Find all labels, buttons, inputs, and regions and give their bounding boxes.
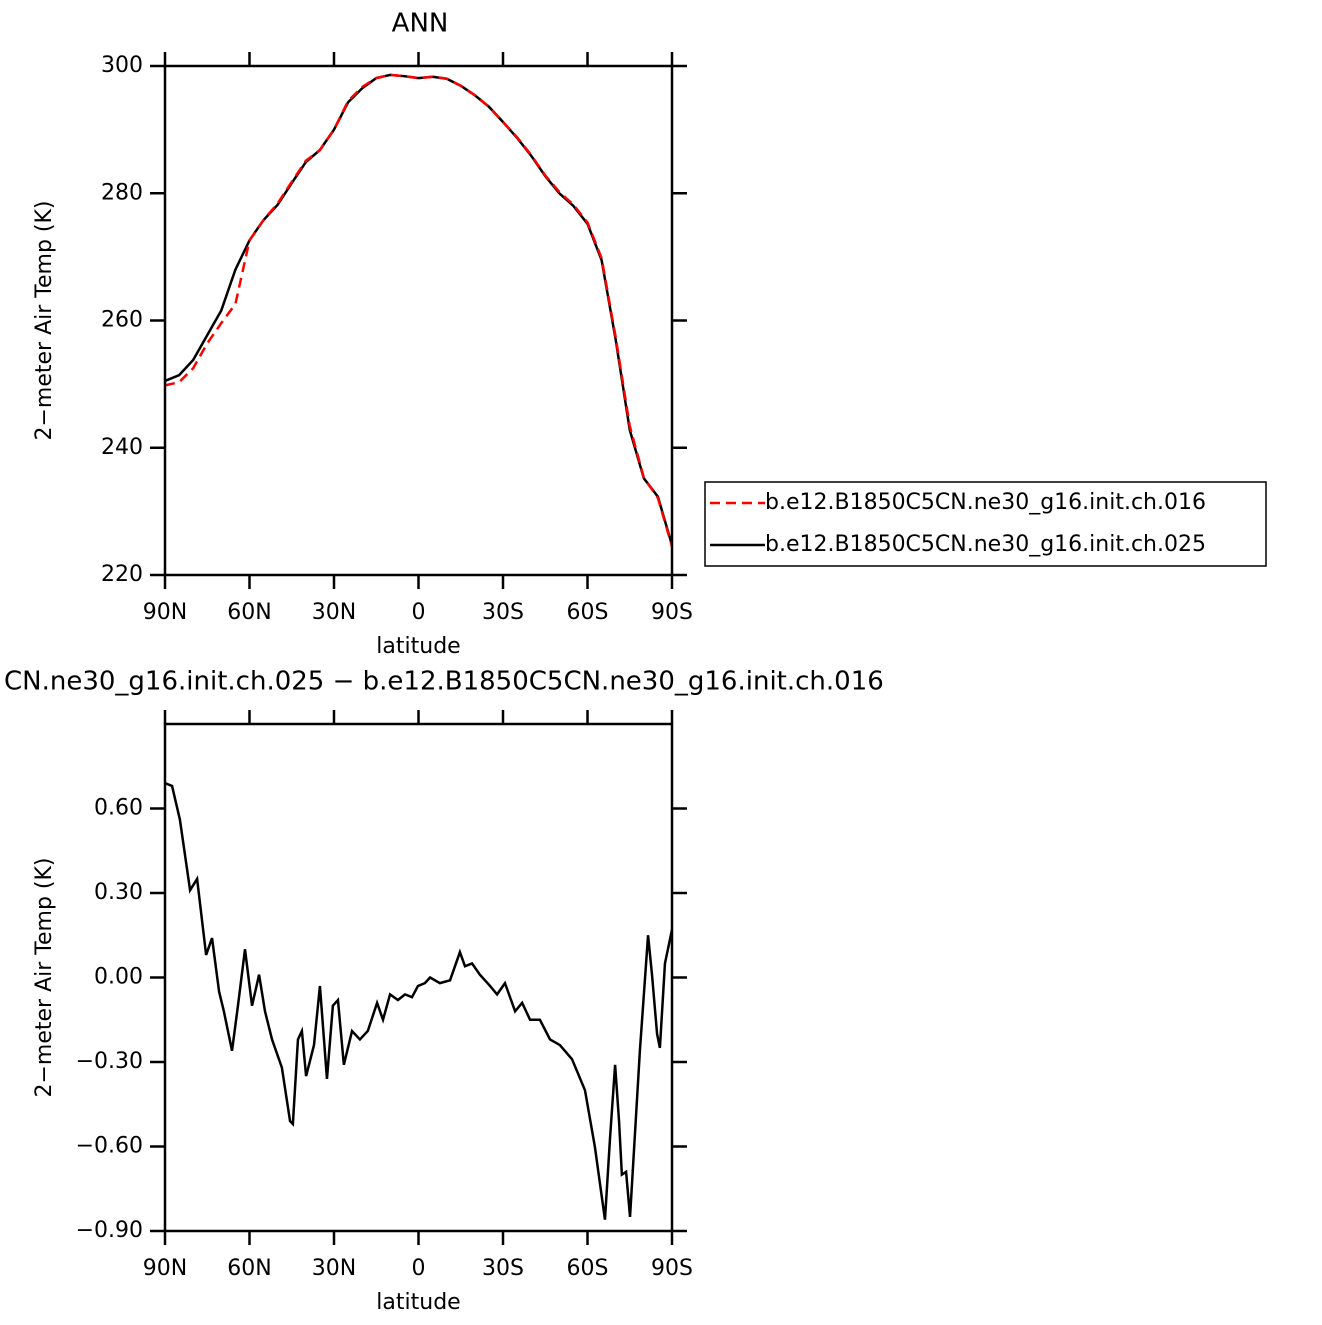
x-tick-label: 0 — [412, 1256, 426, 1281]
x-tick-label: 90N — [143, 600, 187, 625]
legend-box — [704, 481, 1267, 567]
y-tick-label: 0.60 — [94, 796, 143, 821]
data-line — [164, 73, 674, 547]
x-tick-label: 90N — [143, 1256, 187, 1281]
x-tick-label: 60S — [567, 600, 609, 625]
legend-label: b.e12.B1850C5CN.ne30_g16.init.ch.016 — [765, 490, 1206, 515]
x-tick-label: 30S — [482, 600, 524, 625]
chart-title: ANN — [392, 9, 449, 39]
y-tick-label: 260 — [101, 308, 143, 333]
chart-title: CN.ne30_g16.init.ch.025 − b.e12.B1850C5C… — [4, 667, 884, 697]
legend-label: b.e12.B1850C5CN.ne30_g16.init.ch.025 — [765, 532, 1206, 557]
x-tick-label: 60N — [227, 600, 271, 625]
x-tick-label: 60N — [227, 1256, 271, 1281]
x-tick-label: 30N — [312, 600, 356, 625]
y-axis-label: 2−meter Air Temp (K) — [32, 200, 57, 440]
x-tick-label: 30S — [482, 1256, 524, 1281]
x-axis-label: latitude — [376, 634, 460, 659]
plot-frame — [163, 64, 674, 577]
x-axis-label: latitude — [376, 1290, 460, 1315]
y-tick-label: 0.30 — [94, 880, 143, 905]
y-tick-label: 220 — [101, 562, 143, 587]
y-tick-label: 300 — [101, 53, 143, 78]
y-tick-label: −0.90 — [76, 1218, 143, 1243]
data-line — [164, 781, 674, 1220]
x-tick-label: 90S — [651, 600, 693, 625]
x-tick-label: 30N — [312, 1256, 356, 1281]
y-tick-label: −0.60 — [76, 1134, 143, 1159]
y-tick-label: −0.30 — [76, 1049, 143, 1074]
x-tick-label: 60S — [567, 1256, 609, 1281]
y-tick-label: 0.00 — [94, 965, 143, 990]
x-tick-label: 0 — [412, 600, 426, 625]
y-tick-label: 280 — [101, 180, 143, 205]
y-axis-label: 2−meter Air Temp (K) — [32, 857, 57, 1097]
y-tick-label: 240 — [101, 435, 143, 460]
x-tick-label: 90S — [651, 1256, 693, 1281]
data-line — [164, 73, 674, 546]
plot-frame — [163, 722, 674, 1233]
